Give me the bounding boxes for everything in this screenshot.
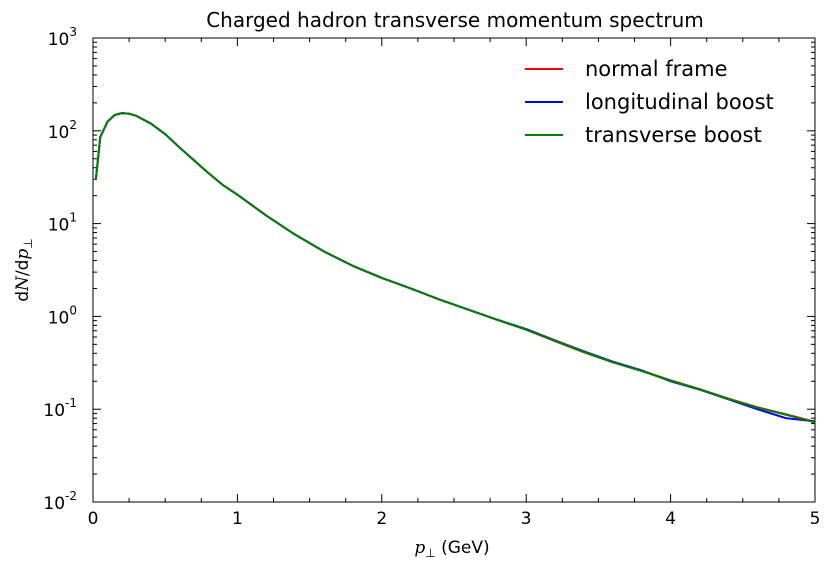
x-tick-label: 1 (232, 509, 243, 529)
x-tick-label: 5 (810, 509, 821, 529)
legend-label: longitudinal boost (585, 90, 774, 114)
y-tick-label: 101 (48, 211, 77, 236)
y-axis-label: dN/dp⊥ (13, 238, 35, 302)
y-tick-label: 10-1 (43, 396, 77, 421)
x-axis-ticks: 0 1 2 3 4 5 (88, 38, 821, 529)
series-line-transverse-boost (94, 112, 816, 424)
x-tick-label: 3 (521, 509, 532, 529)
legend-label: transverse boost (585, 123, 762, 147)
y-tick-label: 103 (48, 25, 77, 50)
legend: normal frame longitudinal boost transverse… (525, 57, 774, 147)
series-line-normal-frame (94, 112, 816, 423)
x-tick-label: 2 (376, 509, 387, 529)
y-tick-label: 10-2 (43, 489, 77, 514)
legend-label: normal frame (585, 57, 728, 81)
x-tick-label: 0 (88, 509, 99, 529)
series-line-longitudinal-boost (94, 112, 816, 423)
y-tick-label: 100 (48, 303, 77, 328)
series-lines (94, 112, 816, 424)
y-tick-label: 102 (48, 118, 77, 143)
y-axis-ticks: 10-2 10-1 100 101 102 103 (43, 25, 815, 514)
x-tick-label: 4 (665, 509, 676, 529)
x-axis-label: p⊥ (GeV) (414, 538, 489, 560)
chart-title: Charged hadron transverse momentum spect… (206, 8, 704, 32)
